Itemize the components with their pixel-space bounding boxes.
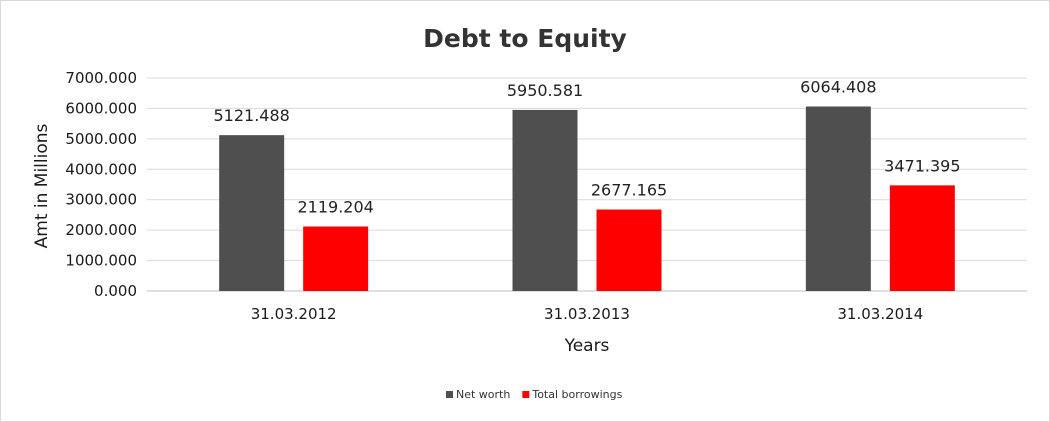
bar-net-worth (512, 109, 578, 292)
legend-item-total-borrowings: Total borrowings (522, 388, 623, 401)
bar-total-borrowings (303, 226, 369, 291)
x-tick-label: 31.03.2013 (544, 305, 630, 323)
legend-swatch (522, 391, 530, 398)
data-label: 6064.408 (800, 77, 876, 96)
data-label: 2677.165 (591, 181, 667, 200)
data-label: 5121.488 (213, 106, 289, 125)
x-tick-label: 31.03.2012 (251, 305, 337, 323)
y-tick-label: 6000.000 (65, 99, 137, 117)
x-axis-ticks: 31.03.2012 31.03.2013 31.03.2014 (251, 305, 924, 323)
legend-swatch (446, 391, 453, 398)
y-tick-label: 0.000 (94, 282, 137, 300)
y-tick-label: 3000.000 (65, 191, 137, 209)
x-tick-label: 31.03.2014 (837, 305, 923, 323)
y-axis-title: Amt in Millions (32, 123, 52, 248)
bars (219, 106, 955, 292)
data-label: 2119.204 (297, 198, 373, 217)
bar-net-worth (219, 135, 285, 291)
y-axis-ticks: 0.000 1000.000 2000.000 3000.000 4000.000 500… (65, 69, 137, 300)
y-tick-label: 7000.000 (65, 69, 137, 87)
y-tick-label: 4000.000 (65, 160, 137, 178)
bar-total-borrowings (889, 185, 955, 291)
legend-item-net-worth: Net worth (446, 388, 510, 401)
chart-title: Debt to Equity (423, 24, 627, 53)
legend: Net worth Total borrowings (446, 388, 623, 401)
data-labels: 5121.488 2119.204 5950.581 2677.165 6064.408… (213, 77, 960, 216)
y-tick-label: 5000.000 (65, 130, 137, 148)
data-label: 3471.395 (884, 156, 960, 175)
x-axis-title: Years (564, 336, 610, 356)
gridlines (147, 77, 1027, 292)
bar-net-worth (805, 106, 871, 292)
legend-label: Total borrowings (531, 388, 622, 401)
data-label: 5950.581 (507, 81, 583, 100)
y-tick-label: 1000.000 (65, 252, 137, 270)
y-tick-label: 2000.000 (65, 221, 137, 239)
legend-label: Net worth (456, 388, 510, 401)
bar-total-borrowings (596, 209, 662, 291)
